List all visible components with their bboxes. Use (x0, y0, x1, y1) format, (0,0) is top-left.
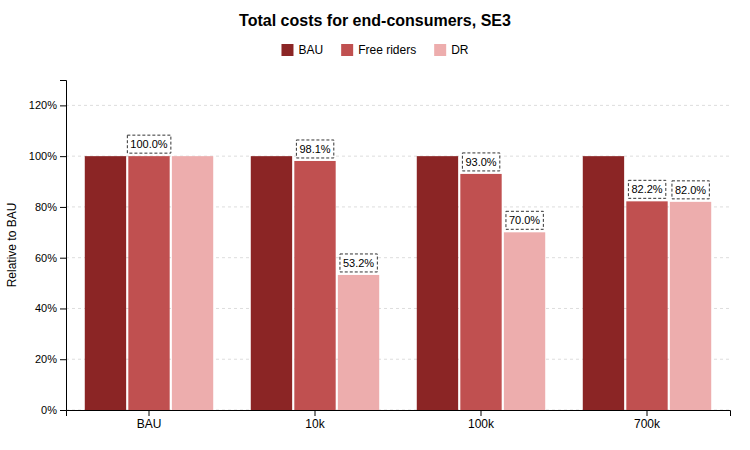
x-tick-mark (315, 410, 316, 416)
chart: Total costs for end-consumers, SE3 0% 20% 4… (0, 0, 750, 450)
legend-item: Free riders (341, 43, 416, 57)
x-tick-label: 100k (468, 417, 495, 431)
legend-swatch (434, 44, 446, 56)
annotation-text: 82.0% (675, 184, 706, 196)
x-tick: 10k (305, 410, 325, 431)
legend-item: BAU (281, 43, 323, 57)
x-tick-label: BAU (137, 417, 162, 431)
x-tick: 700k (634, 410, 661, 431)
bar (294, 161, 335, 410)
annotation-box (506, 211, 543, 229)
grid-line (66, 105, 730, 106)
y-tick-label: 40% (35, 302, 57, 314)
y-tick-label: 120% (29, 99, 57, 111)
annotation-box (296, 140, 333, 158)
x-tick-mark (149, 410, 150, 416)
annotation-text: 98.1% (299, 143, 330, 155)
y-tick: 60% (35, 252, 66, 264)
grid (66, 105, 730, 410)
x-tick-label: 10k (305, 417, 325, 431)
bar (626, 201, 667, 410)
bar (338, 275, 379, 410)
annotations: 100.0% 98.1% 53.2% 93.0% 70.0% 82.2% 82.0% (127, 135, 709, 272)
y-tick-label: 100% (29, 150, 57, 162)
bar (172, 156, 213, 410)
y-tick: 20% (35, 353, 66, 365)
bar (417, 156, 458, 410)
series (85, 156, 624, 410)
bar (460, 174, 501, 410)
annotation: 100.0% (127, 135, 171, 153)
y-tick-mark (60, 308, 66, 309)
legend-label: Free riders (358, 43, 416, 57)
y-tick-label: 80% (35, 201, 57, 213)
annotation-text: 70.0% (509, 214, 540, 226)
x-tick: BAU (137, 410, 162, 431)
annotation-box (462, 153, 499, 171)
y-tick-mark (60, 105, 66, 106)
y-tick: 0% (41, 404, 66, 416)
annotation: 82.2% (628, 180, 665, 198)
bar (670, 202, 711, 410)
x-tick: 100k (468, 410, 495, 431)
x-axis-line (67, 411, 731, 417)
x-axis: BAU 10k 100k 700k (67, 410, 731, 431)
series (128, 156, 667, 410)
annotation-box (672, 181, 709, 199)
y-axis-title: Relative to BAU (5, 203, 19, 288)
y-axis: 0% 20% 40% 60% 80% 100% 120% (29, 81, 67, 417)
x-tick-mark (647, 410, 648, 416)
x-tick-mark (481, 410, 482, 416)
annotation-text: 82.2% (631, 183, 662, 195)
annotation: 70.0% (506, 211, 543, 229)
bar (85, 156, 126, 410)
series (172, 156, 711, 410)
annotation: 93.0% (462, 153, 499, 171)
bar (251, 156, 292, 410)
bars (85, 156, 711, 410)
annotation: 53.2% (340, 254, 377, 272)
bar (583, 156, 624, 410)
y-tick-mark (60, 207, 66, 208)
bar (504, 232, 545, 410)
x-tick-label: 700k (634, 417, 661, 431)
legend: BAU Free riders DR (281, 43, 468, 57)
legend-swatch (281, 44, 293, 56)
annotation-text: 53.2% (343, 257, 374, 269)
annotation-box (340, 254, 377, 272)
legend-label: BAU (298, 43, 323, 57)
title: Total costs for end-consumers, SE3 (239, 12, 511, 29)
annotation-text: 100.0% (130, 138, 168, 150)
y-tick: 80% (35, 201, 66, 213)
legend-label: DR (451, 43, 469, 57)
y-tick: 100% (29, 150, 66, 162)
y-axis-line (60, 81, 67, 411)
bar (128, 156, 169, 410)
y-tick-label: 60% (35, 252, 57, 264)
legend-swatch (341, 44, 353, 56)
annotation-text: 93.0% (465, 156, 496, 168)
y-tick-mark (60, 156, 66, 157)
y-tick: 40% (35, 302, 66, 314)
y-tick-label: 20% (35, 353, 57, 365)
annotation: 98.1% (296, 140, 333, 158)
y-tick-mark (60, 359, 66, 360)
y-tick-label: 0% (41, 404, 57, 416)
annotation-box (127, 135, 171, 153)
annotation: 82.0% (672, 181, 709, 199)
y-tick-mark (60, 410, 66, 411)
annotation-box (628, 180, 665, 198)
legend-item: DR (434, 43, 469, 57)
y-tick-mark (60, 258, 66, 259)
plot: 0% 20% 40% 60% 80% 100% 120% BAU 10k 100k 700k Rela… (5, 81, 731, 431)
y-tick: 120% (29, 99, 66, 111)
